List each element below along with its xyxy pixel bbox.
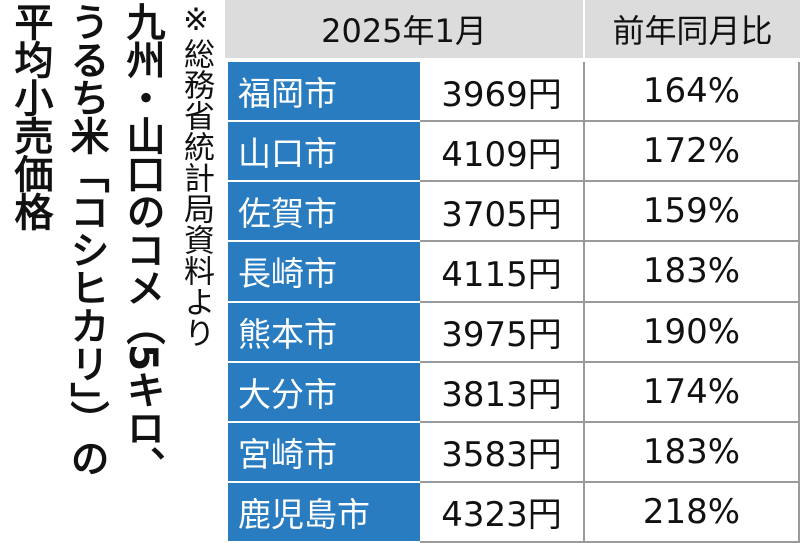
ratio-cell: 190%	[585, 302, 800, 363]
title-line: うるち米「コシヒカリ」）の	[64, 2, 109, 477]
city-cell: 長崎市	[228, 242, 420, 303]
price-cell: 3969円	[420, 62, 585, 123]
price-table: 2025年1月 前年同月比 福岡市 3969円 164% 山口市 4109円 172% 佐賀…	[225, 0, 800, 543]
city-cell: 熊本市	[228, 302, 420, 363]
price-cell: 4115円	[420, 242, 585, 303]
ratio-cell: 174%	[585, 362, 800, 423]
city-cell: 山口市	[228, 122, 420, 183]
title-line: 平均小売価格	[8, 2, 53, 230]
header-cell: 2025年1月	[225, 0, 585, 58]
city-cell: 大分市	[228, 362, 420, 423]
price-cell: 3813円	[420, 362, 585, 423]
ratio-cell: 164%	[585, 62, 800, 123]
header-cell: 前年同月比	[585, 0, 800, 58]
price-cell: 4109円	[420, 122, 585, 183]
ratio-cell: 183%	[585, 422, 800, 483]
price-cell: 4323円	[420, 482, 585, 543]
ratio-cell: 218%	[585, 482, 800, 543]
price-cell: 3583円	[420, 422, 585, 483]
price-cell: 3975円	[420, 302, 585, 363]
ratio-cell: 159%	[585, 182, 800, 243]
ratio-cell: 172%	[585, 122, 800, 183]
city-cell: 佐賀市	[228, 182, 420, 243]
ratio-cell: 183%	[585, 242, 800, 303]
city-cell: 鹿児島市	[228, 482, 420, 543]
price-cell: 3705円	[420, 182, 585, 243]
source-note: ※総務省統計局資料より	[178, 2, 214, 348]
city-cell: 宮崎市	[228, 422, 420, 483]
title-line: 九州・山口のコメ（5キロ、	[120, 2, 165, 485]
city-cell: 福岡市	[228, 62, 420, 123]
